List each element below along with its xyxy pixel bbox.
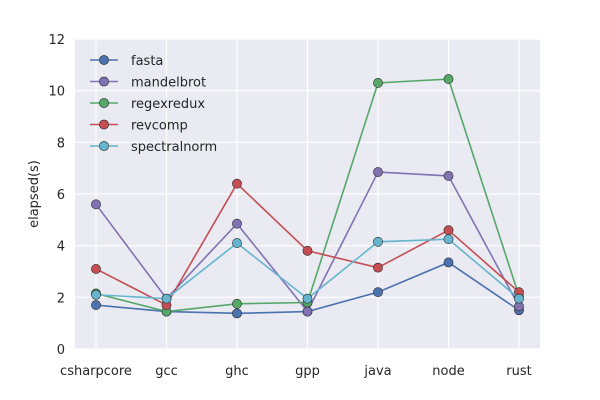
data-point — [91, 289, 101, 300]
data-point — [443, 171, 454, 181]
data-point — [91, 199, 101, 210]
legend-marker — [99, 119, 109, 130]
data-point — [232, 178, 242, 189]
x-tick-label: rust — [506, 364, 531, 379]
data-point — [373, 167, 383, 177]
x-tick-label: java — [363, 364, 391, 379]
data-point — [302, 245, 313, 256]
x-tick-label: ghc — [225, 364, 249, 379]
y-tick-label: 10 — [48, 85, 65, 100]
legend-item: mandelbrot — [90, 76, 206, 91]
data-point — [373, 236, 383, 247]
x-tick-label: gcc — [155, 364, 178, 379]
data-point — [373, 262, 383, 273]
data-point — [161, 293, 172, 304]
y-axis-label: elapsed(s) — [27, 160, 42, 228]
legend-marker — [99, 141, 109, 151]
data-point — [302, 306, 313, 317]
data-point — [91, 264, 101, 274]
legend: fasta mandelbrot regexredux revcomp spectral… — [90, 54, 217, 155]
y-tick-label: 0 — [57, 343, 65, 358]
series-group — [91, 74, 524, 319]
legend-item: fasta — [90, 54, 163, 69]
legend-label: spectralnorm — [131, 140, 217, 155]
data-point — [232, 308, 242, 319]
data-point — [443, 74, 454, 84]
data-point — [373, 287, 383, 298]
data-point — [514, 293, 524, 304]
y-tick-label: 4 — [57, 240, 65, 255]
legend-label: regexredux — [131, 97, 205, 112]
legend-label: revcomp — [131, 119, 188, 134]
legend-item: revcomp — [90, 119, 188, 134]
y-tick-labels: 0 2 4 6 8 10 12 — [48, 33, 65, 358]
y-tick-label: 6 — [57, 188, 65, 203]
x-tick-labels: csharpcore gcc ghc gpp java node rust — [60, 364, 532, 379]
legend-label: mandelbrot — [131, 76, 206, 91]
legend-marker — [99, 55, 109, 65]
data-point — [91, 300, 101, 310]
data-point — [373, 78, 383, 88]
legend-item: spectralnorm — [90, 140, 217, 155]
x-tick-label: csharpcore — [60, 364, 132, 379]
series-spectralnorm — [91, 234, 524, 304]
y-tick-label: 12 — [48, 33, 65, 48]
legend-marker — [99, 98, 109, 108]
data-point — [232, 238, 242, 248]
legend-marker — [99, 76, 109, 87]
data-point — [443, 234, 454, 245]
y-tick-label: 2 — [57, 291, 65, 306]
legend-item: regexredux — [90, 97, 205, 112]
data-point — [443, 257, 454, 268]
legend-label: fasta — [131, 54, 163, 69]
data-point — [232, 298, 242, 309]
x-tick-label: gpp — [295, 364, 320, 379]
x-tick-label: node — [432, 364, 464, 379]
data-point — [232, 218, 242, 229]
data-point — [302, 293, 313, 304]
data-point — [443, 225, 454, 236]
y-tick-label: 8 — [57, 136, 65, 151]
